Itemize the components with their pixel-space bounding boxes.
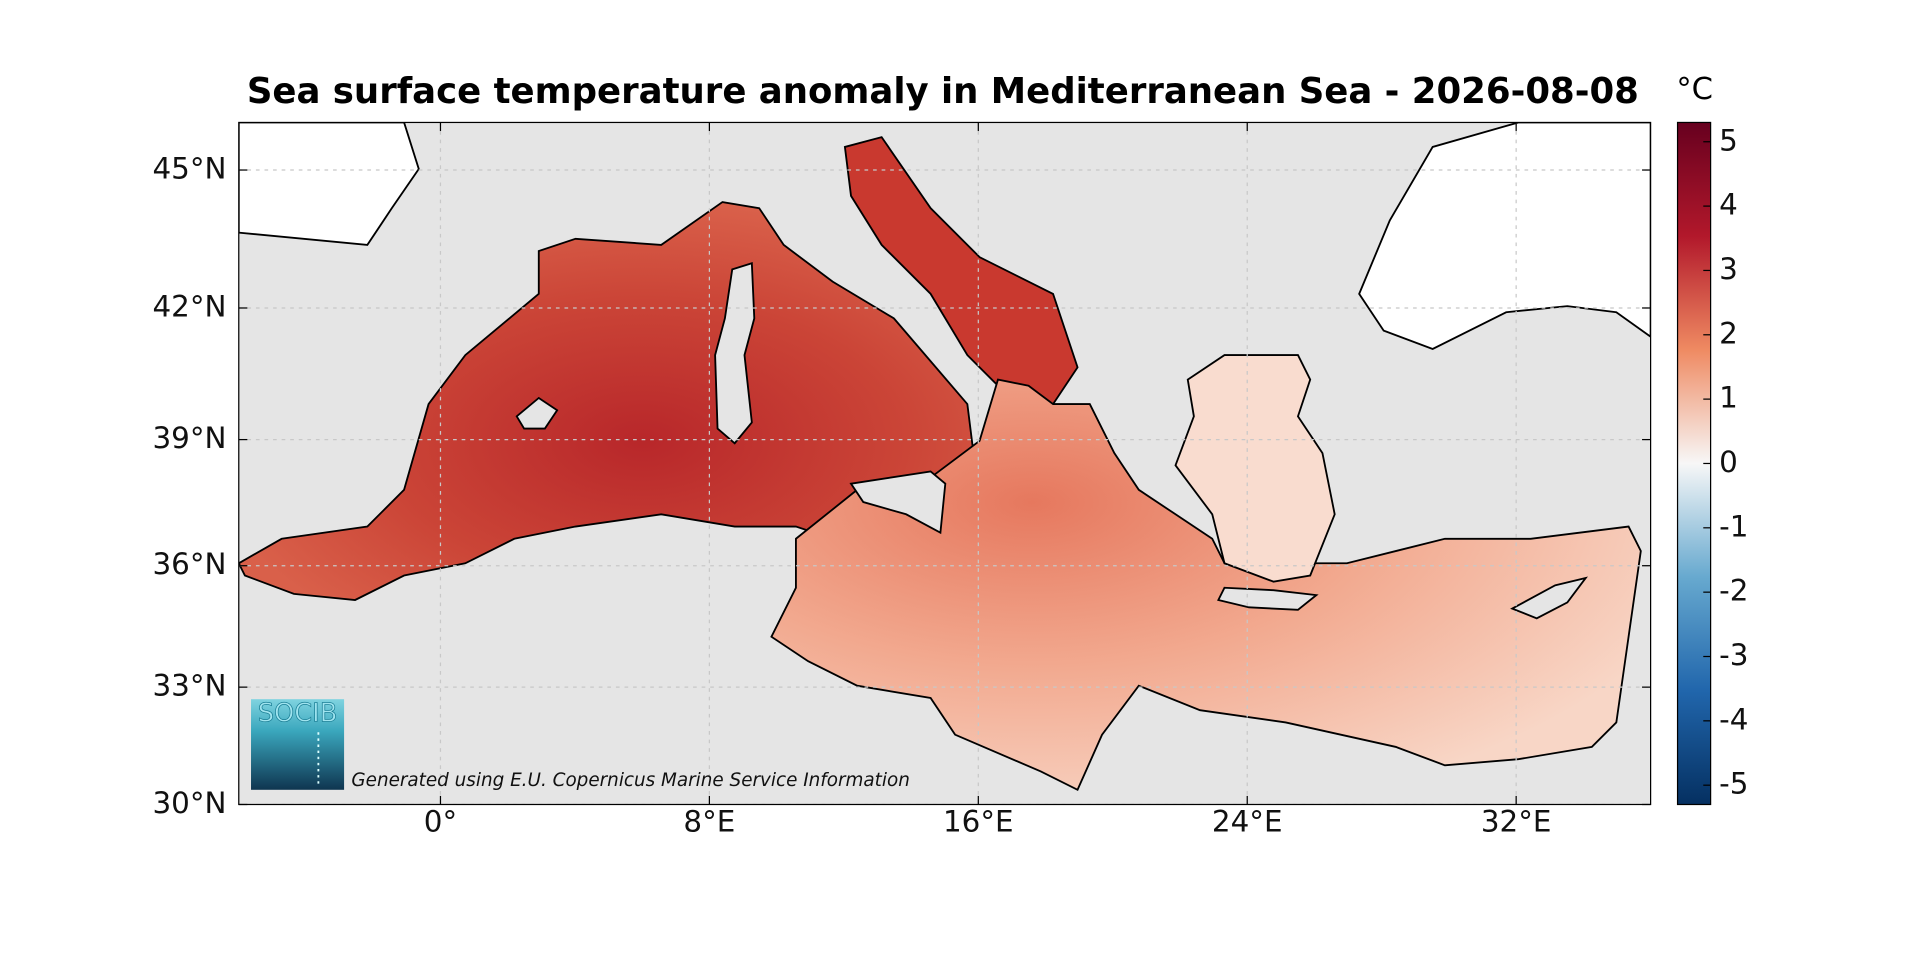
x-tick-label: 8°E — [683, 804, 735, 838]
y-tick-label: 45°N — [152, 152, 226, 186]
y-tick-label: 42°N — [152, 289, 226, 323]
sicily — [849, 470, 947, 535]
colorbar-tick-label: 1 — [1719, 381, 1738, 415]
western-basin — [238, 201, 975, 601]
black-sea — [1358, 122, 1651, 350]
colorbar-tick-label: 0 — [1719, 445, 1738, 479]
map-area: SOCIB Generated using E.U. Copernicus Ma… — [238, 122, 1651, 805]
outer-sea — [238, 122, 420, 246]
y-tick-label: 36°N — [152, 547, 226, 581]
colorbar-tick-label: 4 — [1719, 188, 1738, 222]
colorbar-tick-label: -5 — [1719, 767, 1748, 801]
colorbar-tick-label: -1 — [1719, 509, 1748, 543]
y-tick-label: 33°N — [152, 669, 226, 703]
logo-text: SOCIB — [258, 698, 338, 728]
colorbar-tick-label: -2 — [1719, 574, 1748, 608]
aegean-sea — [1174, 354, 1336, 583]
logo-box — [251, 699, 345, 790]
colorbar-tick-label: 3 — [1719, 252, 1738, 286]
colorbar-unit: °C — [1676, 72, 1713, 107]
cyprus — [1510, 576, 1588, 620]
x-tick-label: 24°E — [1212, 804, 1283, 838]
x-tick-label: 32°E — [1481, 804, 1552, 838]
y-tick-label: 30°N — [152, 786, 226, 820]
colorbar-tick-label: 2 — [1719, 316, 1738, 350]
y-tick-label: 39°N — [152, 421, 226, 455]
colorbar-tick-label: 5 — [1719, 123, 1738, 157]
credit: Generated using E.U. Copernicus Marine S… — [351, 770, 909, 791]
map-frame — [238, 121, 1652, 806]
x-tick-label: 16°E — [943, 804, 1014, 838]
colorbar-tick-label: -4 — [1719, 702, 1748, 736]
colorbar-tick-label: -3 — [1719, 638, 1748, 672]
map-title: Sea surface temperature anomaly in Medit… — [247, 71, 1639, 112]
x-tick-label: 0° — [424, 804, 457, 838]
balearic-islands — [515, 396, 559, 430]
crete — [1217, 586, 1319, 611]
